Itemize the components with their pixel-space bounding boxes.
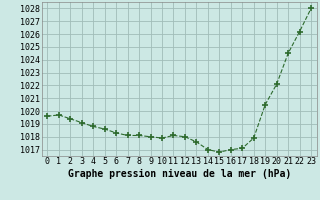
X-axis label: Graphe pression niveau de la mer (hPa): Graphe pression niveau de la mer (hPa) [68,169,291,179]
